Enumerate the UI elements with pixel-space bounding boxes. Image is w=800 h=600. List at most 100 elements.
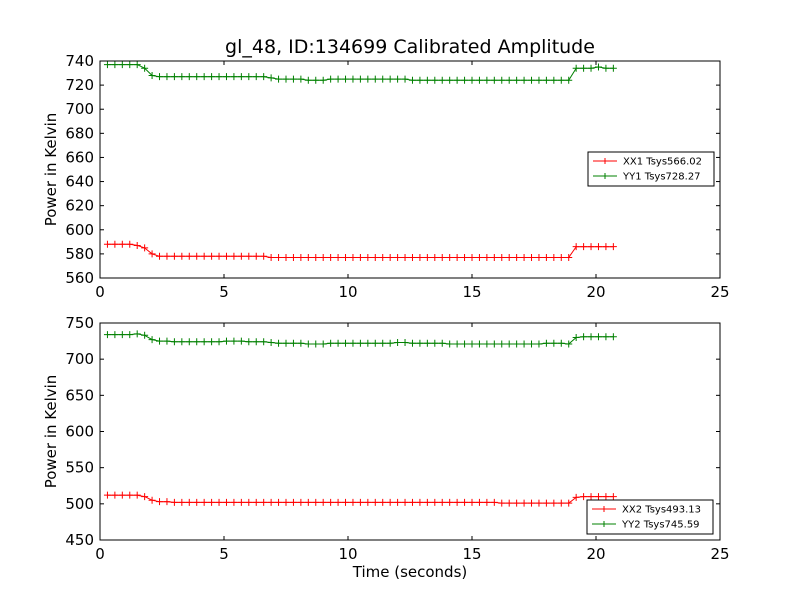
y-tick-label: 720 xyxy=(65,76,94,94)
data-point xyxy=(475,254,483,262)
data-point xyxy=(141,64,149,72)
y-tick-label: 650 xyxy=(65,386,94,404)
data-point xyxy=(282,75,290,83)
data-point xyxy=(468,76,476,84)
data-point xyxy=(580,333,588,341)
data-point xyxy=(312,76,320,84)
data-point xyxy=(401,498,409,506)
data-point xyxy=(498,76,506,84)
data-point xyxy=(327,498,335,506)
data-point xyxy=(349,339,357,347)
data-point xyxy=(535,254,543,262)
data-point xyxy=(535,499,543,507)
legend-entry: XX1 Tsys566.02 xyxy=(623,157,702,168)
data-point xyxy=(461,254,469,262)
data-point xyxy=(200,73,208,81)
data-point xyxy=(594,243,602,251)
data-point xyxy=(423,254,431,262)
data-point xyxy=(513,340,521,348)
data-point xyxy=(453,498,461,506)
data-point xyxy=(401,75,409,83)
data-point xyxy=(416,254,424,262)
x-tick-label: 20 xyxy=(586,283,605,301)
data-point xyxy=(572,333,580,341)
x-tick-label: 0 xyxy=(95,283,105,301)
data-point xyxy=(446,254,454,262)
data-point xyxy=(141,331,149,339)
data-point xyxy=(297,498,305,506)
data-point xyxy=(557,254,565,262)
data-point xyxy=(319,76,327,84)
data-point xyxy=(111,331,119,339)
data-point xyxy=(185,498,193,506)
data-point xyxy=(453,76,461,84)
data-point xyxy=(349,498,357,506)
data-point xyxy=(431,498,439,506)
data-point xyxy=(208,498,216,506)
data-point xyxy=(557,339,565,347)
data-point xyxy=(215,338,223,346)
data-point xyxy=(260,73,268,81)
data-point xyxy=(572,243,580,251)
data-point xyxy=(401,339,409,347)
data-point xyxy=(126,61,134,69)
data-point xyxy=(490,498,498,506)
data-point xyxy=(386,254,394,262)
data-point xyxy=(245,498,253,506)
data-point xyxy=(222,337,230,345)
data-point xyxy=(126,240,134,248)
y-tick-label: 700 xyxy=(65,350,94,368)
data-point xyxy=(334,254,342,262)
data-point xyxy=(319,254,327,262)
x-axis-label: Time (seconds) xyxy=(352,563,468,581)
data-point xyxy=(565,340,573,348)
data-point xyxy=(438,254,446,262)
data-point xyxy=(371,339,379,347)
data-point xyxy=(237,498,245,506)
data-point xyxy=(356,498,364,506)
data-point xyxy=(565,254,573,262)
data-point xyxy=(111,491,119,499)
data-point xyxy=(208,338,216,346)
data-point xyxy=(260,338,268,346)
data-point xyxy=(163,73,171,81)
data-point xyxy=(260,498,268,506)
data-point xyxy=(572,64,580,72)
data-point xyxy=(528,254,536,262)
data-point xyxy=(386,75,394,83)
legend-marker xyxy=(602,173,608,179)
data-point xyxy=(133,61,141,69)
data-point xyxy=(513,499,521,507)
data-point xyxy=(498,340,506,348)
data-point xyxy=(178,498,186,506)
data-point xyxy=(542,499,550,507)
x-tick-label: 0 xyxy=(95,545,105,563)
data-point xyxy=(312,498,320,506)
data-point xyxy=(275,339,283,347)
data-point xyxy=(446,76,454,84)
series-1 xyxy=(103,240,617,262)
data-point xyxy=(252,73,260,81)
data-point xyxy=(386,498,394,506)
data-point xyxy=(275,254,283,262)
data-point xyxy=(327,75,335,83)
data-point xyxy=(297,75,305,83)
data-point xyxy=(505,254,513,262)
y-tick-label: 640 xyxy=(65,173,94,191)
data-point xyxy=(609,493,617,501)
data-point xyxy=(446,498,454,506)
data-point xyxy=(408,254,416,262)
data-point xyxy=(304,254,312,262)
data-point xyxy=(111,61,119,69)
data-point xyxy=(379,339,387,347)
chart-title: gl_48, ID:134699 Calibrated Amplitude xyxy=(225,36,595,58)
data-point xyxy=(193,498,201,506)
data-point xyxy=(170,73,178,81)
data-point xyxy=(461,76,469,84)
y-tick-label: 500 xyxy=(65,495,94,513)
data-point xyxy=(267,74,275,82)
data-point xyxy=(148,71,156,79)
data-point xyxy=(490,340,498,348)
data-point xyxy=(431,339,439,347)
